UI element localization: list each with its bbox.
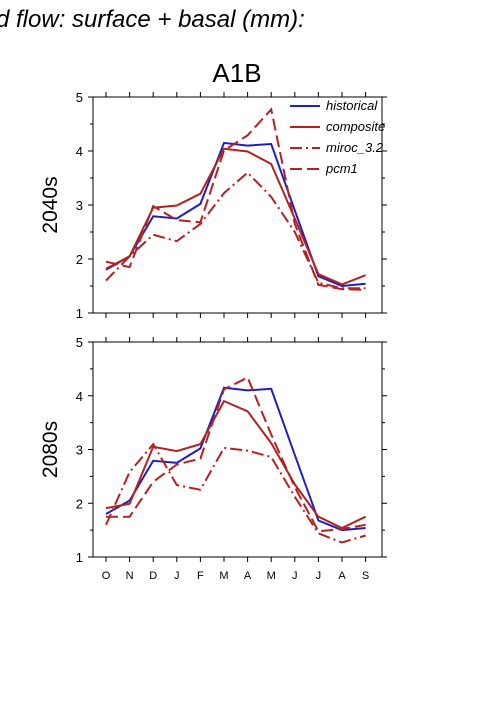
chart-panels: 1 2 3 4 5 2040s historical composite miroc_3.2pc… — [39, 90, 387, 582]
x-tick-label: M — [219, 570, 228, 582]
y-tick-label: 4 — [76, 144, 83, 159]
legend: historical composite miroc_3.2 pcm1 — [290, 98, 385, 176]
x-tick-label: J — [292, 570, 298, 582]
y-axis-label: 2040s — [39, 176, 62, 233]
y-tick-label: 5 — [76, 90, 83, 105]
figure-title: d flow: surface + basal (mm): — [0, 6, 305, 33]
y-tick-label: 5 — [76, 335, 83, 350]
legend-label: miroc_3.2 — [326, 140, 384, 155]
y-tick-label: 3 — [76, 198, 83, 213]
x-tick-label: M — [267, 570, 276, 582]
x-tick-label: N — [126, 570, 134, 582]
x-tick-label: D — [149, 570, 157, 582]
x-tick-label: J — [316, 570, 322, 582]
figure-subtitle: A1B — [212, 58, 261, 88]
y-tick-label: 2 — [76, 496, 83, 511]
y-axis-label: 2080s — [39, 421, 62, 478]
series-line-miroc-3-2 — [105, 171, 366, 290]
series-line-pcm1 — [105, 107, 366, 291]
y-tick-label: 1 — [76, 550, 83, 565]
series-line-historical — [105, 386, 366, 532]
legend-label: composite — [326, 119, 385, 134]
x-tick-label: A — [338, 570, 346, 582]
series-line-miroc-3-2 — [105, 442, 366, 544]
y-tick-label: 1 — [76, 306, 83, 321]
x-tick-label: O — [102, 570, 111, 582]
x-tick-label: F — [197, 570, 204, 582]
series-line-historical — [105, 141, 366, 288]
x-tick-label: J — [174, 570, 180, 582]
x-tick-label: A — [244, 570, 252, 582]
legend-label: pcm1 — [325, 161, 358, 176]
y-tick-label: 3 — [76, 443, 83, 458]
series-line-composite — [105, 399, 367, 530]
chart-panel-2: 1 2 3 4 5 O N D J F M A M J J A S 2080s — [39, 335, 387, 582]
series-line-pcm1 — [106, 376, 366, 533]
x-tick-label: S — [362, 570, 369, 582]
y-tick-label: 4 — [76, 389, 83, 404]
legend-label: historical — [326, 98, 378, 113]
chart-panel-1: 1 2 3 4 5 2040s historical composite miroc_3.2pc… — [39, 90, 387, 321]
y-tick-label: 2 — [76, 252, 83, 267]
